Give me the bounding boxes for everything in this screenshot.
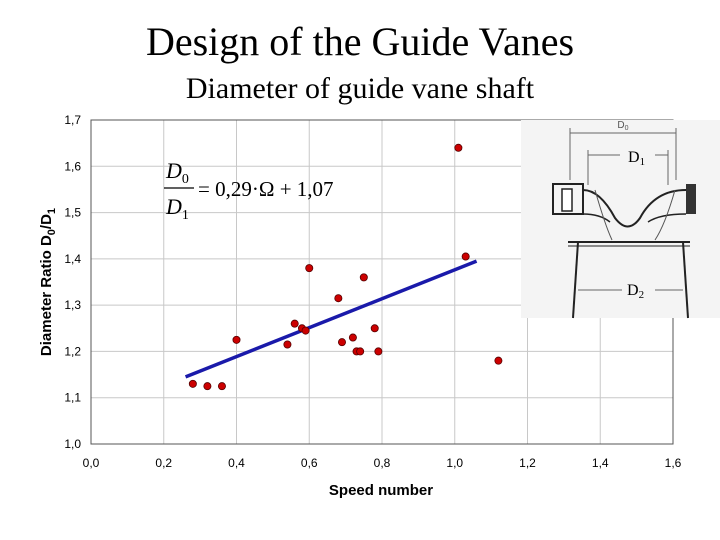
data-point bbox=[374, 347, 383, 356]
inset-label-d2: D2 bbox=[627, 282, 644, 301]
x-tick-label: 1,2 bbox=[519, 456, 536, 470]
y-tick-label: 1,0 bbox=[64, 437, 81, 451]
svg-text:D1: D1 bbox=[165, 194, 189, 223]
y-tick-label: 1,1 bbox=[64, 391, 81, 405]
page-subtitle: Diameter of guide vane shaft bbox=[185, 72, 535, 105]
x-tick-labels: 0,0 0,2 0,4 0,6 0,8 1,0 1,2 1,4 1,6 bbox=[83, 456, 682, 470]
formula-den: D bbox=[165, 194, 182, 219]
y-axis-label: Diameter Ratio D0/D1 bbox=[38, 208, 58, 356]
formula-num-sub: 0 bbox=[182, 172, 189, 187]
data-point bbox=[348, 333, 357, 342]
data-points bbox=[188, 143, 503, 391]
data-point bbox=[203, 382, 212, 391]
x-tick-label: 0,2 bbox=[155, 456, 172, 470]
x-tick-label: 0,8 bbox=[374, 456, 391, 470]
data-point bbox=[188, 379, 197, 388]
x-tick-label: 1,0 bbox=[446, 456, 463, 470]
x-tick-label: 0,4 bbox=[228, 456, 245, 470]
data-point bbox=[337, 338, 346, 347]
data-point bbox=[290, 319, 299, 328]
formula-rhs: = 0,29·Ω + 1,07 bbox=[198, 177, 334, 201]
data-point bbox=[283, 340, 292, 349]
data-point bbox=[359, 273, 368, 282]
data-point bbox=[232, 335, 241, 344]
formula-den-sub: 1 bbox=[182, 208, 189, 223]
y-axis-label-main: Diameter Ratio D bbox=[38, 235, 55, 356]
data-point bbox=[461, 252, 470, 261]
guide-vane-drawing: D0 D1 D2 bbox=[521, 120, 720, 319]
svg-text:D0: D0 bbox=[165, 158, 189, 187]
x-tick-label: 0,6 bbox=[301, 456, 318, 470]
fit-line-group bbox=[184, 259, 478, 379]
y-tick-labels: 1,0 1,1 1,2 1,3 1,4 1,5 1,6 1,7 bbox=[64, 113, 81, 451]
y-tick-label: 1,3 bbox=[64, 298, 81, 312]
formula: D0 D1 = 0,29·Ω + 1,07 bbox=[164, 158, 334, 223]
y-tick-label: 1,4 bbox=[64, 252, 81, 266]
y-axis-label-mid: /D bbox=[38, 214, 55, 229]
data-point bbox=[301, 326, 310, 335]
y-axis-label-sub2: 1 bbox=[46, 208, 58, 214]
data-point bbox=[305, 264, 314, 273]
formula-num: D bbox=[165, 158, 182, 183]
data-point bbox=[334, 294, 343, 303]
data-point bbox=[494, 356, 503, 365]
inset-label-d0: D0 bbox=[617, 120, 628, 132]
data-point bbox=[217, 382, 226, 391]
data-point bbox=[370, 324, 379, 333]
data-point bbox=[356, 347, 365, 356]
inset-label-d1: D1 bbox=[628, 149, 645, 168]
y-tick-label: 1,6 bbox=[64, 159, 81, 173]
x-tick-label: 0,0 bbox=[83, 456, 100, 470]
fit-line bbox=[184, 259, 478, 379]
x-axis-label: Speed number bbox=[329, 482, 433, 499]
y-tick-label: 1,5 bbox=[64, 206, 81, 220]
y-tick-label: 1,2 bbox=[64, 344, 81, 358]
y-tick-label: 1,7 bbox=[64, 113, 81, 127]
x-tick-label: 1,4 bbox=[592, 456, 609, 470]
y-axis-label-sub1: 0 bbox=[46, 229, 58, 235]
x-tick-label: 1,6 bbox=[665, 456, 682, 470]
page-title: Design of the Guide Vanes bbox=[145, 19, 575, 64]
data-point bbox=[454, 143, 463, 152]
